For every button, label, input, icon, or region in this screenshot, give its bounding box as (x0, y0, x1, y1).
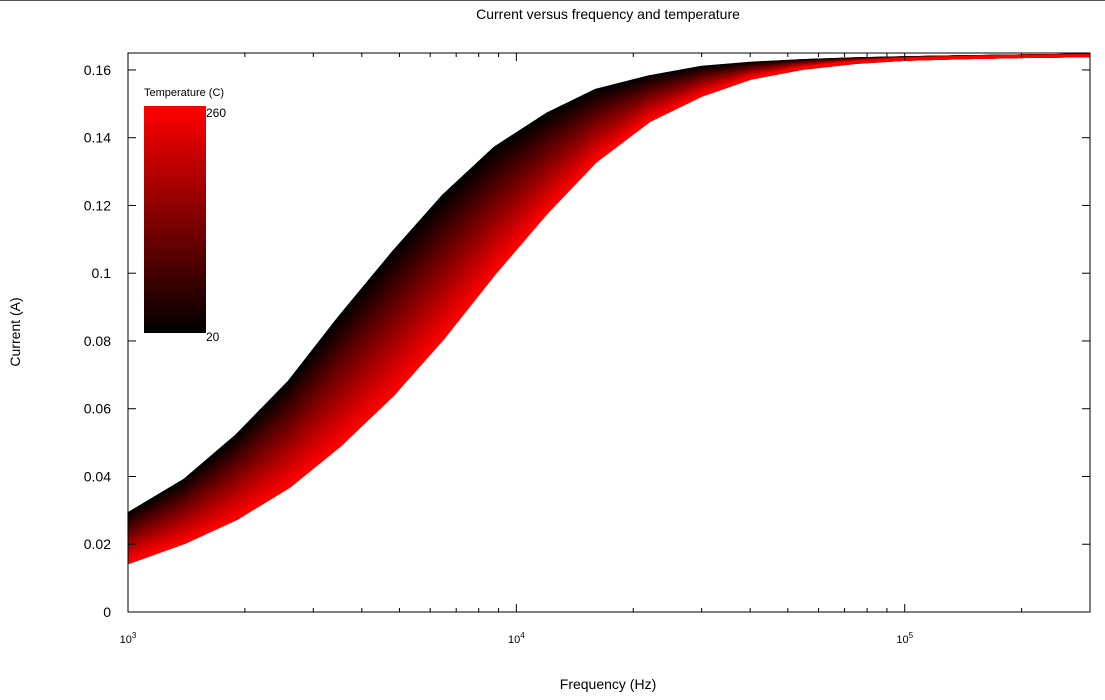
x-tick-label: 103 (120, 631, 137, 646)
x-axis: 103 104 105 (120, 53, 1091, 646)
plot-frame (127, 52, 1091, 613)
y-tick-label: 0 (103, 604, 111, 620)
y-tick-label: 0.06 (84, 401, 111, 417)
y-tick-label: 0.12 (84, 197, 111, 213)
y-tick-label: 0.16 (84, 62, 111, 78)
y-tick-label: 0.1 (92, 265, 112, 281)
x-tick-label: 104 (508, 631, 525, 646)
y-tick-label: 0.04 (84, 468, 111, 484)
colorbar-min-label: 20 (206, 330, 220, 344)
y-tick-label: 0.08 (84, 333, 111, 349)
colorbar-gradient (144, 106, 206, 333)
colorbar: Temperature (C) 260 20 (144, 87, 226, 344)
temperature-band-line (127, 54, 1091, 565)
y-axis: 0 0.02 0.04 0.06 0.08 0.1 0.12 0.14 0.16 (84, 62, 1090, 620)
temperature-bands (127, 53, 1091, 565)
y-axis-label: Current (A) (7, 297, 23, 366)
y-tick-label: 0.02 (84, 536, 111, 552)
chart-title: Current versus frequency and temperature (476, 6, 740, 22)
x-tick-label: 105 (896, 631, 913, 646)
y-tick-label: 0.14 (84, 130, 111, 146)
colorbar-title: Temperature (C) (144, 87, 224, 99)
colorbar-max-label: 260 (206, 106, 226, 120)
window-top-border (0, 0, 1105, 1)
x-axis-label: Frequency (Hz) (560, 676, 656, 692)
